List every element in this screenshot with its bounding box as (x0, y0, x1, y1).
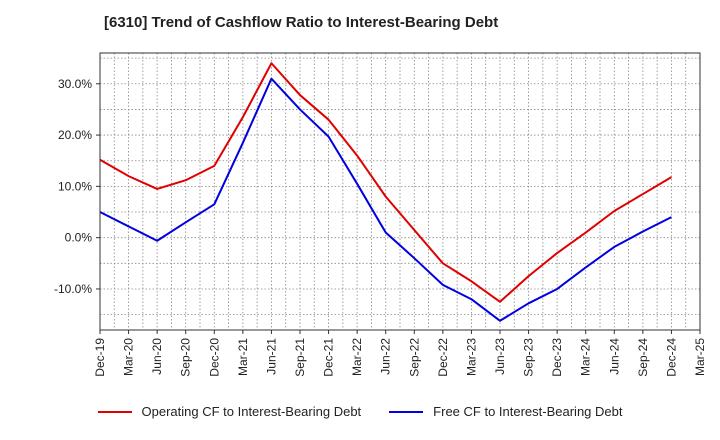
x-tick-label: Jun-21 (264, 338, 278, 375)
x-tick-label: Mar-24 (579, 338, 593, 376)
series-lines (99, 62, 672, 322)
x-tick-label: Dec-21 (322, 338, 336, 377)
x-tick-label: Dec-20 (207, 338, 221, 377)
x-tick-label: Sep-20 (179, 338, 193, 377)
legend-label-free-cf: Free CF to Interest-Bearing Debt (433, 404, 623, 419)
x-tick-label: Dec-23 (550, 338, 564, 377)
legend-swatch-free-cf (389, 410, 424, 413)
legend: Operating CF to Interest-Bearing Debt Fr… (0, 404, 720, 419)
x-axis-ticks: Dec-19 Mar-20 Jun-20 Sep-20 Dec-20 Mar-21 Jun-… (93, 330, 707, 377)
x-tick-label: Sep-24 (636, 338, 650, 377)
x-tick-label: Jun-23 (493, 338, 507, 375)
x-tick-label: Jun-24 (607, 338, 621, 375)
x-tick-label: Mar-21 (236, 338, 250, 376)
x-tick-label: Sep-21 (293, 338, 307, 377)
x-tick-label: Sep-23 (522, 338, 536, 377)
series-line-free-cf (99, 77, 672, 322)
chart-title: [6310] Trend of Cashflow Ratio to Intere… (104, 14, 499, 31)
x-tick-label: Mar-25 (693, 338, 707, 376)
grid-lines (100, 53, 700, 330)
legend-item-operating-cf: Operating CF to Interest-Bearing Debt (97, 404, 362, 419)
x-tick-label: Dec-19 (93, 338, 107, 377)
x-tick-label: Jun-20 (150, 338, 164, 375)
x-tick-label: Mar-23 (464, 338, 478, 376)
y-tick-label: 30.0% (58, 77, 92, 91)
x-tick-label: Dec-22 (436, 338, 450, 377)
y-axis-ticks: 30.0% 20.0% 10.0% 0.0% -10.0% (54, 77, 100, 296)
y-tick-label: 0.0% (65, 231, 93, 245)
legend-label-operating-cf: Operating CF to Interest-Bearing Debt (141, 404, 362, 419)
x-tick-label: Mar-20 (122, 338, 136, 376)
x-tick-label: Mar-22 (350, 338, 364, 376)
y-tick-label: 20.0% (58, 128, 92, 142)
legend-item-free-cf: Free CF to Interest-Bearing Debt (389, 404, 622, 419)
x-tick-label: Sep-22 (407, 338, 421, 377)
plot-border (99, 52, 701, 331)
x-tick-label: Dec-24 (664, 338, 678, 377)
x-tick-label: Jun-22 (379, 338, 393, 375)
y-tick-label: -10.0% (54, 282, 92, 296)
series-line-operating-cf (99, 62, 672, 303)
y-tick-label: 10.0% (58, 179, 92, 193)
legend-swatch-operating-cf (97, 410, 132, 413)
